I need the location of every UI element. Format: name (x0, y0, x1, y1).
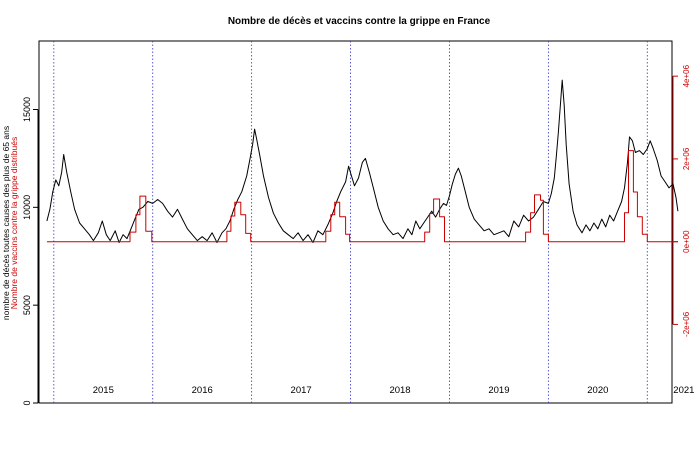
year-label: 2017 (291, 385, 312, 396)
plot-frame (38, 40, 673, 404)
year-label: 2021 (673, 385, 694, 396)
right-axis-tick-label: -2e+06 (682, 311, 691, 337)
year-label: 2016 (192, 385, 213, 396)
year-separators (53, 41, 648, 403)
series (46, 79, 679, 243)
year-label: 2015 (93, 385, 114, 396)
left-axis-label: nombre de décès toutes causes des plus d… (1, 126, 11, 320)
right-axis-tick-label: 4e+06 (682, 64, 691, 87)
left-axis-tick-label: 5000 (22, 295, 32, 315)
year-label: 2020 (587, 385, 608, 396)
right-axis: -2e+06 0e+00 2e+06 4e+06 (672, 64, 691, 337)
left-axis-tick-label: 15000 (22, 97, 32, 122)
right-axis-tick-label: 0e+00 (682, 230, 691, 253)
right-series-axis-label: Nombre de vaccins contre la grippe distr… (9, 137, 19, 309)
year-label: 2019 (488, 385, 509, 396)
deaths-series-line (46, 79, 679, 243)
year-labels: 2015 2016 2017 2018 2019 2020 2021 (93, 385, 695, 396)
left-axis-tick-label: 10000 (22, 195, 32, 220)
year-label: 2018 (389, 385, 410, 396)
left-axis: 0 5000 10000 15000 (22, 97, 39, 406)
left-axis-tick-label: 0 (22, 400, 32, 405)
right-axis-tick-label: 2e+06 (682, 147, 691, 170)
vaccine-series-line (46, 150, 678, 243)
chart-title: Nombre de décès et vaccins contre la gri… (228, 16, 491, 27)
